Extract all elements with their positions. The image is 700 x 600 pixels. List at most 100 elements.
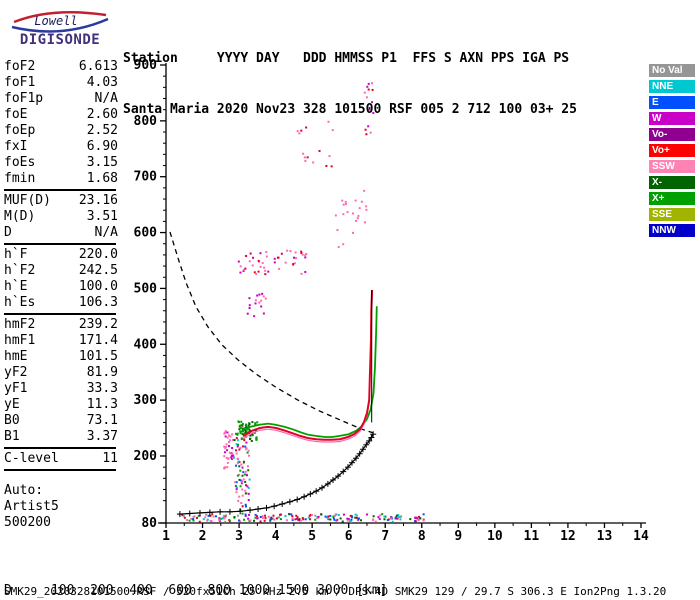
svg-text:6: 6 bbox=[345, 529, 353, 544]
param-label: foEs bbox=[4, 155, 36, 170]
param-value: 73.1 bbox=[86, 413, 118, 428]
svg-text:300: 300 bbox=[134, 393, 158, 408]
param-label: C-level bbox=[4, 451, 59, 466]
param-label: B0 bbox=[4, 413, 20, 428]
param-row-yf2: yF2 81.9 bbox=[4, 365, 118, 381]
param-label: h`Es bbox=[4, 295, 36, 310]
param-value: 2.60 bbox=[86, 107, 118, 122]
legend-item-e: E bbox=[649, 96, 695, 109]
svg-text:600: 600 bbox=[134, 226, 158, 241]
legend-item-ssw: SSW bbox=[649, 160, 695, 173]
param-label: Auto: bbox=[4, 483, 44, 498]
param-value: 3.15 bbox=[86, 155, 118, 170]
svg-text:400: 400 bbox=[134, 337, 158, 352]
separator bbox=[4, 313, 116, 315]
svg-text:4: 4 bbox=[272, 529, 280, 544]
param-value: 3.37 bbox=[86, 429, 118, 444]
param-label: foE bbox=[4, 107, 28, 122]
param-value: 3.51 bbox=[86, 209, 118, 224]
param-row-foep: foEp 2.52 bbox=[4, 123, 118, 139]
param-label: foF2 bbox=[4, 59, 36, 74]
logo-red-swoosh bbox=[13, 11, 107, 24]
distance-scale-row: D 100 200 400 600 800 1000 1500 3000 [km… bbox=[4, 583, 388, 598]
lowell-digisonde-logo: Lowell DIGISONDE bbox=[4, 4, 116, 54]
svg-text:7: 7 bbox=[381, 529, 389, 544]
param-value: 1.68 bbox=[86, 171, 118, 186]
param-row-h-f2: h`F2 242.5 bbox=[4, 263, 118, 279]
param-row-hme: hmE 101.5 bbox=[4, 349, 118, 365]
param-value: 33.3 bbox=[86, 381, 118, 396]
param-row-b0: B0 73.1 bbox=[4, 413, 118, 429]
param-label: foF1p bbox=[4, 91, 44, 106]
svg-text:14: 14 bbox=[633, 529, 649, 544]
distance-muf-scales: D 100 200 400 600 800 1000 1500 3000 [km… bbox=[4, 551, 395, 600]
param-row-muf-d-: MUF(D) 23.16 bbox=[4, 193, 118, 209]
svg-text:2: 2 bbox=[199, 529, 207, 544]
param-label: hmF2 bbox=[4, 317, 36, 332]
param-row-fof2: foF2 6.613 bbox=[4, 59, 118, 75]
param-label: yF1 bbox=[4, 381, 28, 396]
legend-item-nnw: NNW bbox=[649, 224, 695, 237]
param-row-artist5: Artist5 bbox=[4, 499, 118, 515]
header-values-line: Santa Maria 2020 Nov23 328 101500 RSF 00… bbox=[123, 102, 577, 117]
svg-text:9: 9 bbox=[454, 529, 462, 544]
param-value: 81.9 bbox=[86, 365, 118, 380]
param-label: foF1 bbox=[4, 75, 36, 90]
param-label: Artist5 bbox=[4, 499, 59, 514]
svg-text:700: 700 bbox=[134, 170, 158, 185]
direction-legend: No Val NNE E W Vo- Vo+ SSW X- X+ SSE NNW bbox=[649, 64, 697, 240]
param-value: 171.4 bbox=[78, 333, 118, 348]
param-label: hmE bbox=[4, 349, 28, 364]
param-value: 23.16 bbox=[78, 193, 118, 208]
logo-blue-swoosh bbox=[11, 17, 109, 33]
param-row-h-e: h`E 100.0 bbox=[4, 279, 118, 295]
svg-text:80: 80 bbox=[141, 516, 157, 531]
svg-text:3: 3 bbox=[235, 529, 243, 544]
param-label: yF2 bbox=[4, 365, 28, 380]
param-label: h`F bbox=[4, 247, 28, 262]
legend-item-vo-: Vo+ bbox=[649, 144, 695, 157]
param-label: foEp bbox=[4, 123, 36, 138]
param-row-ye: yE 11.3 bbox=[4, 397, 118, 413]
param-row-h-es: h`Es 106.3 bbox=[4, 295, 118, 311]
svg-text:5: 5 bbox=[308, 529, 316, 544]
param-label: yE bbox=[4, 397, 20, 412]
param-label: B1 bbox=[4, 429, 20, 444]
param-value: 220.0 bbox=[78, 247, 118, 262]
param-row-fxi: fxI 6.90 bbox=[4, 139, 118, 155]
param-row-fof1p: foF1p N/A bbox=[4, 91, 118, 107]
param-row-500200: 500200 bbox=[4, 515, 118, 531]
param-label: h`F2 bbox=[4, 263, 36, 278]
param-row-m-d-: M(D) 3.51 bbox=[4, 209, 118, 225]
param-value: 11.3 bbox=[86, 397, 118, 412]
param-row-b1: B1 3.37 bbox=[4, 429, 118, 445]
param-value: 6.90 bbox=[86, 139, 118, 154]
logo-lowell-text: Lowell bbox=[34, 14, 77, 28]
param-label: fmin bbox=[4, 171, 36, 186]
parameter-list: foF2 6.613 foF1 4.03 foF1p N/A foE 2.60 foEp 2.52… bbox=[4, 59, 118, 531]
legend-item-sse: SSE bbox=[649, 208, 695, 221]
header-labels-line: Station YYYY DAY DDD HMMSS P1 FFS S AXN … bbox=[123, 51, 570, 66]
svg-text:1: 1 bbox=[162, 529, 170, 544]
legend-item-x-: X- bbox=[649, 176, 695, 189]
param-label: fxI bbox=[4, 139, 28, 154]
svg-text:10: 10 bbox=[487, 529, 503, 544]
param-row-fmin: fmin 1.68 bbox=[4, 171, 118, 187]
param-row-foe: foE 2.60 bbox=[4, 107, 118, 123]
param-label: h`E bbox=[4, 279, 28, 294]
spacer bbox=[4, 473, 118, 483]
param-value: N/A bbox=[94, 91, 118, 106]
svg-text:800: 800 bbox=[134, 114, 158, 129]
param-label: M(D) bbox=[4, 209, 36, 224]
logo-digisonde-text: DIGISONDE bbox=[20, 32, 100, 48]
param-row-h-f: h`F 220.0 bbox=[4, 247, 118, 263]
param-value: 100.0 bbox=[78, 279, 118, 294]
svg-text:200: 200 bbox=[134, 449, 158, 464]
param-value: 6.613 bbox=[78, 59, 118, 74]
legend-item-vo-: Vo- bbox=[649, 128, 695, 141]
param-value: 242.5 bbox=[78, 263, 118, 278]
separator bbox=[4, 447, 116, 449]
param-row-auto-: Auto: bbox=[4, 483, 118, 499]
legend-item-w: W bbox=[649, 112, 695, 125]
svg-text:8: 8 bbox=[418, 529, 426, 544]
